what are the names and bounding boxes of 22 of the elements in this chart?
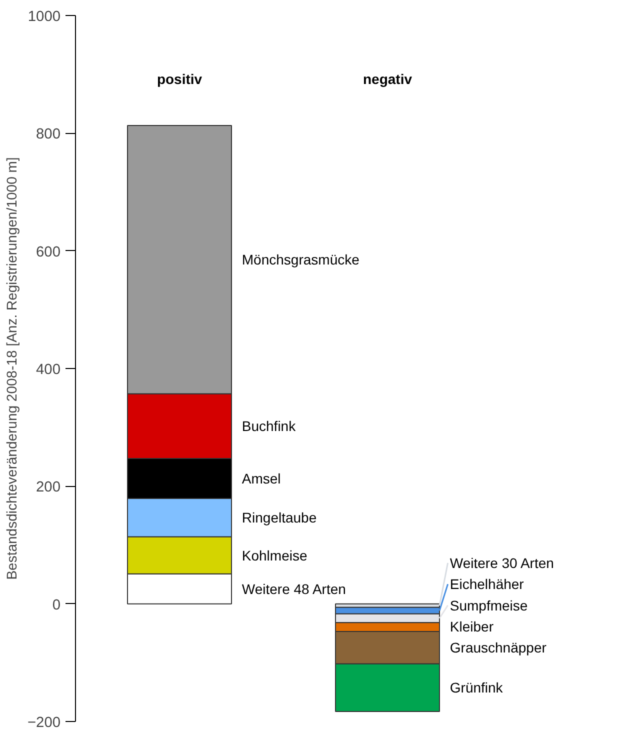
- series-label: Amsel: [242, 470, 281, 487]
- series-label: Ringeltaube: [242, 510, 317, 526]
- series-label: Buchfink: [242, 418, 297, 434]
- y-axis-title: Bestandsdichteveränderung 2008-18 [Anz. Registrierungen/1000 m]: [3, 157, 20, 580]
- y-tick-label: 800: [36, 126, 61, 143]
- series-label: Grünfink: [450, 680, 504, 696]
- series-label: Weitere 48 Arten: [242, 580, 346, 597]
- series-label: Kohlmeise: [242, 547, 308, 564]
- x-tick-label: positiv: [156, 71, 202, 88]
- series-label: Grauschnäpper: [450, 640, 547, 656]
- series-label: Kleiber: [450, 618, 494, 634]
- y-tick-label: 600: [36, 244, 61, 260]
- y-tick-label: 200: [36, 480, 61, 496]
- series-label: Eichelhäher: [450, 576, 524, 592]
- legend-label: Sumpfmeise: [450, 597, 528, 614]
- y-tick-label: 400: [36, 362, 61, 378]
- x-tick-label: negativ: [362, 71, 412, 88]
- series-label: Mönchsgrasmücke: [242, 252, 360, 268]
- y-tick-label: −200: [27, 715, 61, 731]
- y-tick-label: 1000: [28, 9, 61, 25]
- y-tick-label: 0: [52, 597, 61, 614]
- text: Weitere 30 Arten: [450, 554, 554, 571]
